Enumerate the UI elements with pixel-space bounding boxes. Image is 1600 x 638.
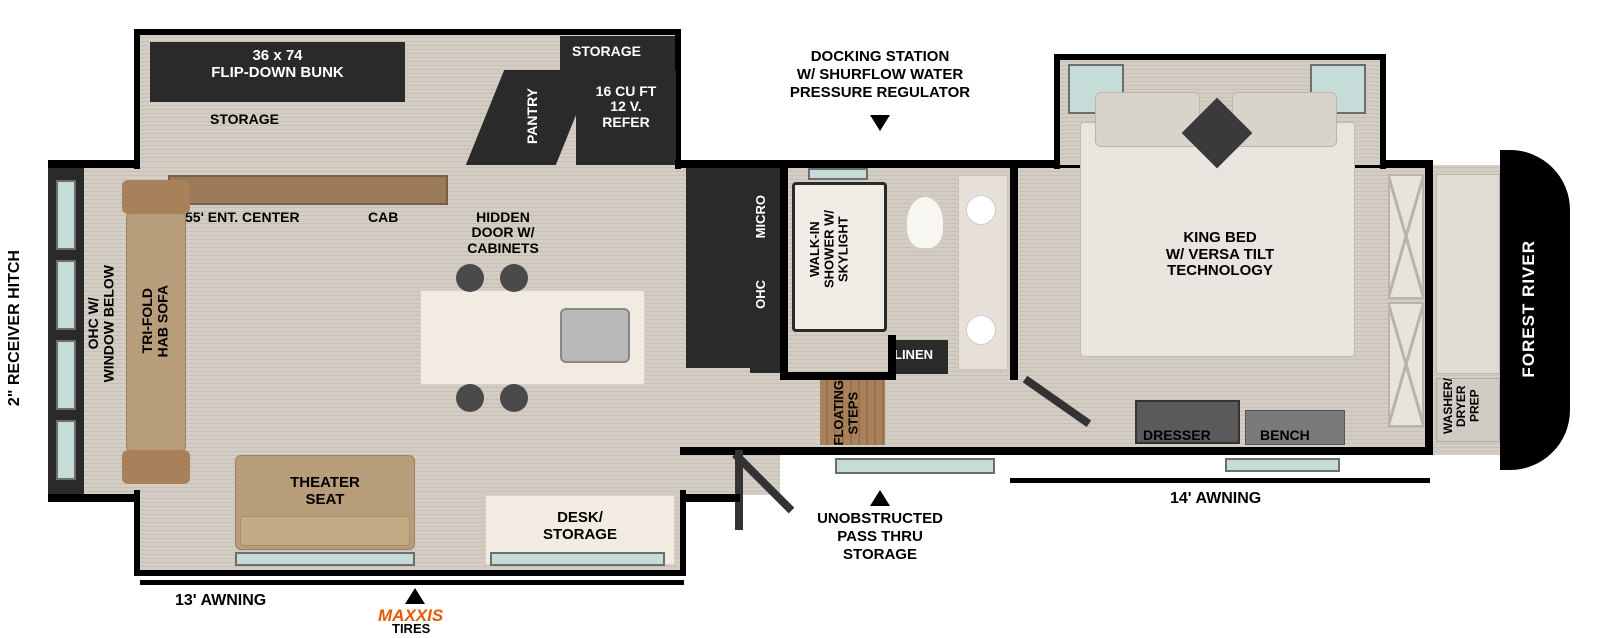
shower-skylight	[808, 168, 868, 180]
rear-window-2	[56, 260, 76, 330]
passthru-callout: UNOBSTRUCTED PASS THRU STORAGE	[790, 510, 970, 564]
pillow-1	[1095, 92, 1200, 147]
rear-window-4	[56, 420, 76, 480]
bath-wall-bottom	[780, 372, 890, 380]
storage-bunk-label: STORAGE	[210, 112, 279, 127]
sofa-end-top	[122, 180, 190, 214]
ent-center-label: 55' ENT. CENTER	[185, 210, 300, 225]
hitch-label: 2" RECEIVER HITCH	[6, 250, 24, 406]
stool-2	[500, 264, 528, 292]
ohc-window-label: OHC W/ WINDOW BELOW	[86, 265, 117, 382]
bunk-label: 36 x 74 FLIP-DOWN BUNK	[175, 48, 380, 81]
vanity-sink-1	[966, 195, 996, 225]
stool-3	[456, 384, 484, 412]
theater-back	[240, 516, 410, 546]
micro-label: MICRO	[754, 195, 768, 238]
slide-window-2	[490, 552, 665, 566]
island-sink	[560, 308, 630, 363]
vanity-sink-2	[966, 315, 996, 345]
bedroom-window-bottom	[1225, 458, 1340, 472]
storage-top-label: STORAGE	[572, 44, 641, 59]
rv-floorplan: 2" RECEIVER HITCH 36 x 74 FLIP-DOWN BUNK…	[0, 0, 1600, 638]
shower-label: WALK-IN SHOWER W/ SKYLIGHT	[808, 210, 851, 288]
awning-left-label: 13' AWNING	[175, 592, 266, 610]
body-top-wall-2	[675, 160, 1060, 168]
washer-dryer-label: WASHER/ DRYER PREP	[1442, 378, 1482, 434]
stool-1	[456, 264, 484, 292]
cab-label: CAB	[368, 210, 398, 225]
dresser-label: DRESSER	[1143, 428, 1211, 443]
bath-wall-right	[1010, 165, 1018, 380]
pillow-2	[1232, 92, 1337, 147]
linen-label: LINEN	[894, 348, 933, 362]
barn-x-2	[1388, 302, 1424, 427]
bath-wall-bottom-2	[888, 335, 896, 380]
stove-counter	[686, 168, 750, 368]
bedroom-door	[1025, 375, 1100, 450]
desk-label: DESK/ STORAGE	[530, 510, 630, 543]
sofa-label: TRI-FOLD HAB SOFA	[140, 285, 171, 357]
awning-right-label: 14' AWNING	[1170, 490, 1261, 508]
theater-label: THEATER SEAT	[275, 475, 375, 508]
brand-label: FOREST RIVER	[1520, 240, 1539, 378]
body-bottom-wall-1	[48, 494, 140, 502]
tires-arrow	[405, 588, 425, 604]
king-bed-label: KING BED W/ VERSA TILT TECHNOLOGY	[1130, 230, 1310, 280]
docking-arrow	[870, 115, 890, 131]
body-top-wall	[48, 160, 140, 168]
awning-right-bar	[1010, 478, 1430, 483]
refer-label: 16 CU FT 12 V. REFER	[580, 84, 672, 130]
sofa-end-bottom	[122, 450, 190, 484]
docking-callout: DOCKING STATION W/ SHURFLOW WATER PRESSU…	[760, 48, 1000, 102]
ohc-label: OHC	[754, 280, 768, 309]
bath-wall-left	[780, 165, 788, 375]
ent-center	[168, 175, 448, 205]
floating-steps-label: FLOATING STEPS	[832, 380, 861, 445]
tires-word: TIRES	[392, 622, 430, 636]
pantry-label: PANTRY	[525, 88, 540, 144]
hidden-door-label: HIDDEN DOOR W/ CABINETS	[448, 210, 558, 256]
body-bottom-wall-2	[680, 494, 740, 502]
awning-left-bar	[140, 580, 684, 585]
slide-window-1	[235, 552, 415, 566]
wardrobe	[1436, 174, 1500, 374]
toilet	[905, 195, 945, 250]
rear-window-1	[56, 180, 76, 250]
closet-wall	[1425, 160, 1433, 455]
rear-window-3	[56, 340, 76, 410]
passthru-arrow	[870, 490, 890, 506]
barn-x-1	[1388, 174, 1424, 299]
entry-window	[835, 458, 995, 474]
bench-label: BENCH	[1260, 428, 1310, 443]
stool-4	[500, 384, 528, 412]
